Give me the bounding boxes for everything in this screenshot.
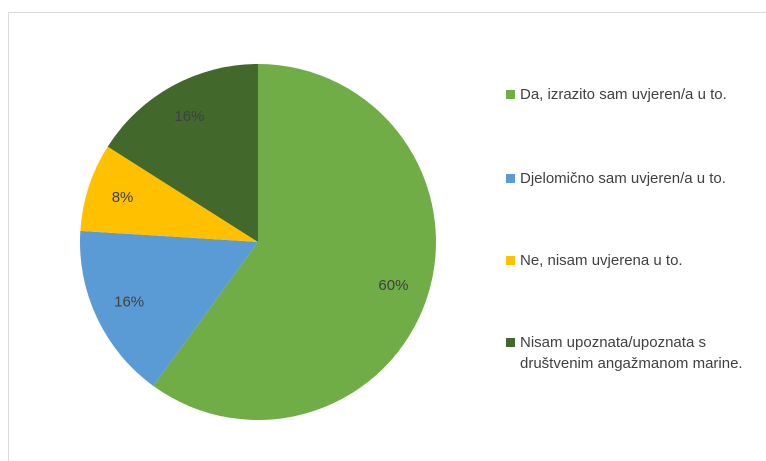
legend-item: Da, izrazito sam uvjeren/a u to. — [506, 84, 760, 105]
legend-label: Djelomično sam uvjeren/a u to. — [520, 170, 726, 187]
legend-swatch — [506, 338, 515, 347]
data-label: 60% — [378, 277, 408, 294]
pie-slice — [80, 146, 258, 242]
legend-label: Nisam upoznata/upoznata s društvenim ang… — [520, 334, 743, 372]
pie-slice — [80, 230, 258, 387]
legend-swatch — [506, 256, 515, 265]
data-label: 16% — [174, 108, 204, 125]
pie-slice — [107, 64, 259, 242]
legend-swatch — [506, 90, 515, 99]
legend-item: Djelomično sam uvjeren/a u to. — [506, 168, 760, 189]
data-label: 16% — [114, 294, 144, 311]
legend-label: Da, izrazito sam uvjeren/a u to. — [520, 86, 727, 103]
legend-item: Nisam upoznata/upoznata s društvenim ang… — [506, 332, 760, 374]
legend-swatch — [506, 174, 515, 183]
legend-item: Ne, nisam uvjerena u to. — [506, 250, 760, 271]
data-label: 8% — [112, 189, 134, 206]
chart-border — [8, 12, 766, 461]
pie-slice — [153, 64, 437, 420]
legend-label: Ne, nisam uvjerena u to. — [520, 252, 683, 269]
